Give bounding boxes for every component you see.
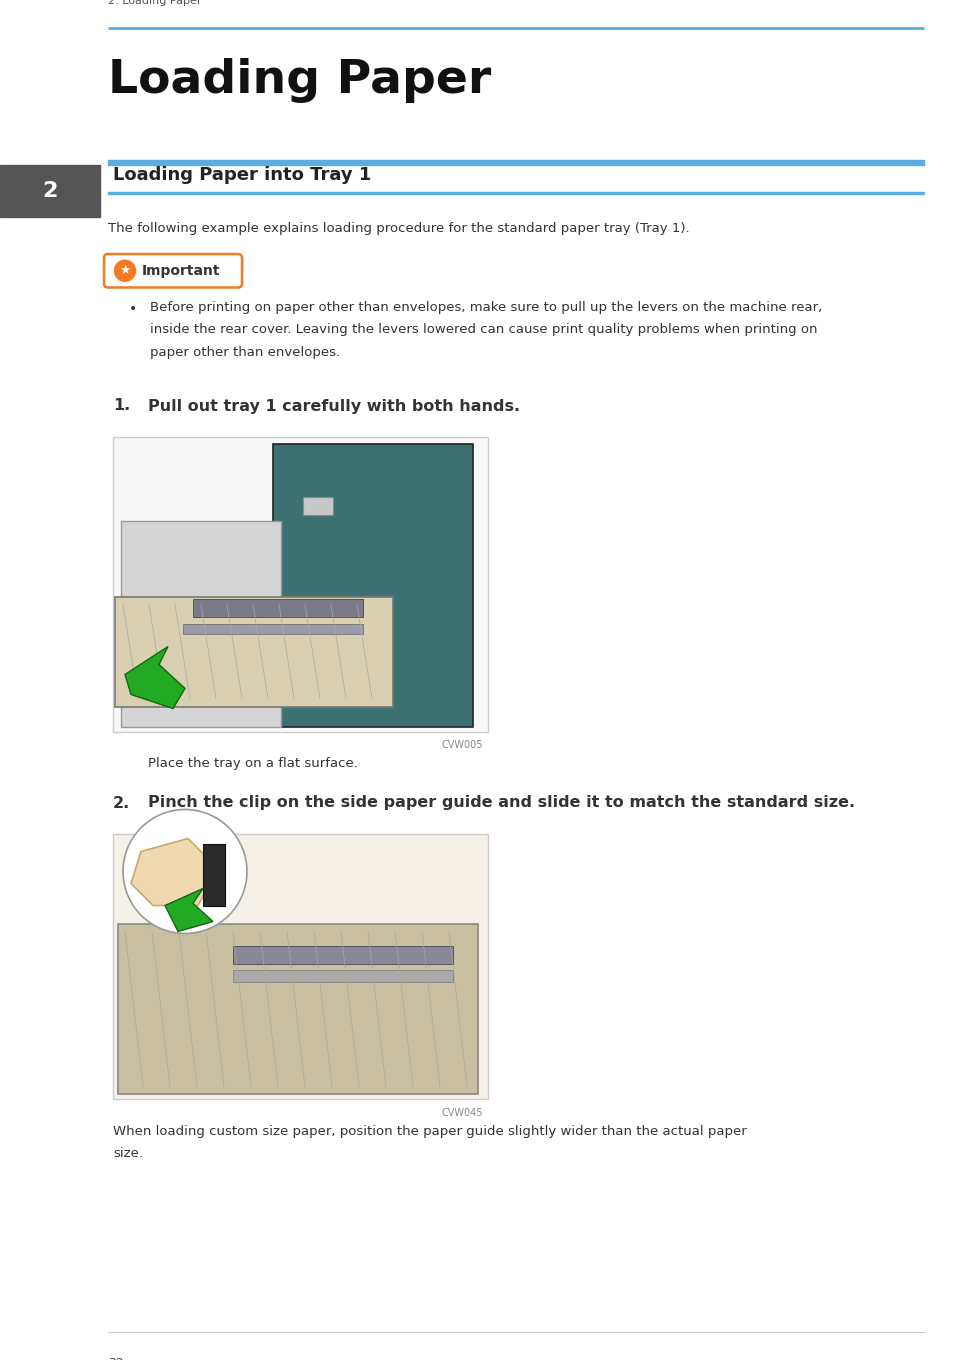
Bar	[303, 496, 333, 514]
Text: Important: Important	[142, 264, 221, 277]
Text: The following example explains loading procedure for the standard paper tray (Tr: The following example explains loading p…	[108, 222, 690, 235]
Text: CVW045: CVW045	[441, 1107, 483, 1118]
Circle shape	[114, 260, 135, 282]
Circle shape	[123, 809, 247, 933]
Polygon shape	[118, 923, 478, 1093]
Bar	[113, 834, 488, 1099]
Text: size.: size.	[113, 1146, 143, 1160]
Bar	[0, 165, 100, 218]
Text: Before printing on paper other than envelopes, make sure to pull up the levers o: Before printing on paper other than enve…	[150, 301, 822, 314]
Text: Place the tray on a flat surface.: Place the tray on a flat surface.	[148, 758, 358, 771]
Text: 2. Loading Paper: 2. Loading Paper	[108, 0, 201, 5]
Text: •: •	[129, 302, 137, 316]
Text: Pinch the clip on the side paper guide and slide it to match the standard size.: Pinch the clip on the side paper guide a…	[148, 796, 855, 811]
Text: 2: 2	[42, 181, 58, 201]
Polygon shape	[115, 597, 393, 706]
Bar	[233, 970, 453, 982]
Text: CVW005: CVW005	[441, 740, 483, 751]
Text: Pull out tray 1 carefully with both hands.: Pull out tray 1 carefully with both hand…	[148, 398, 520, 413]
Bar	[273, 445, 473, 726]
Polygon shape	[131, 839, 218, 906]
Text: inside the rear cover. Leaving the levers lowered can cause print quality proble: inside the rear cover. Leaving the lever…	[150, 324, 817, 336]
Text: ★: ★	[119, 264, 130, 277]
Text: Loading Paper into Tray 1: Loading Paper into Tray 1	[113, 166, 371, 184]
Text: 1.: 1.	[113, 398, 130, 413]
Bar	[193, 598, 363, 616]
Bar	[121, 521, 281, 726]
Bar	[233, 945, 453, 963]
Bar	[183, 624, 363, 635]
FancyBboxPatch shape	[104, 254, 242, 287]
Text: 32: 32	[108, 1357, 124, 1360]
Bar	[203, 843, 225, 906]
Polygon shape	[125, 646, 185, 709]
Bar	[108, 192, 924, 194]
Text: 2.: 2.	[113, 796, 130, 811]
Bar	[113, 437, 488, 732]
Text: When loading custom size paper, position the paper guide slightly wider than the: When loading custom size paper, position…	[113, 1125, 747, 1137]
Text: Loading Paper: Loading Paper	[108, 58, 491, 103]
Bar	[108, 160, 924, 165]
Text: paper other than envelopes.: paper other than envelopes.	[150, 345, 340, 359]
Polygon shape	[165, 888, 213, 932]
